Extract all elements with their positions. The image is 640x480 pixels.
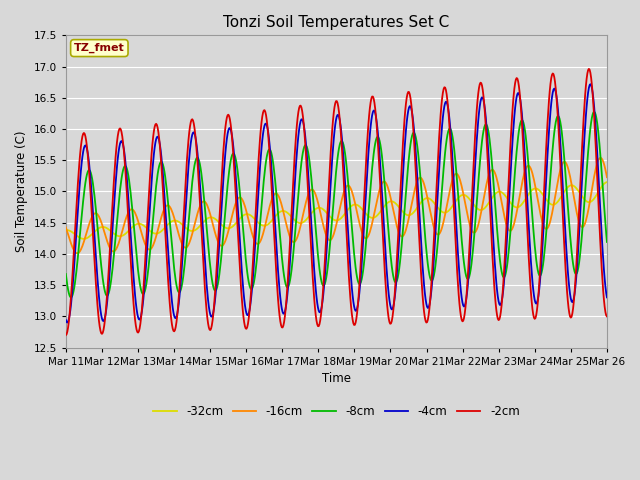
-8cm [67, 295, 75, 300]
-16cm [596, 155, 604, 161]
X-axis label: Time: Time [322, 372, 351, 385]
-2cm [585, 66, 593, 72]
-32cm [419, 198, 426, 204]
-8cm [62, 271, 70, 277]
Line: -4cm: -4cm [66, 84, 607, 323]
-4cm [128, 252, 136, 258]
-4cm [72, 230, 80, 236]
-8cm [403, 179, 411, 184]
-32cm [128, 225, 136, 230]
-2cm [603, 313, 611, 319]
-32cm [603, 179, 611, 185]
-32cm [403, 212, 411, 218]
-8cm [212, 288, 220, 294]
-8cm [590, 109, 598, 115]
-32cm [183, 226, 191, 232]
-2cm [62, 332, 70, 338]
Line: -2cm: -2cm [66, 69, 607, 335]
-4cm [212, 291, 220, 297]
-2cm [418, 282, 426, 288]
-16cm [74, 251, 81, 256]
-32cm [80, 236, 88, 242]
-16cm [403, 224, 411, 230]
-4cm [183, 184, 191, 190]
-8cm [603, 239, 611, 245]
-32cm [62, 228, 70, 233]
Line: -8cm: -8cm [66, 112, 607, 298]
-8cm [419, 202, 426, 207]
-4cm [403, 119, 411, 125]
-8cm [183, 237, 191, 242]
-32cm [212, 216, 220, 222]
-16cm [419, 177, 426, 183]
-16cm [212, 232, 220, 238]
Title: Tonzi Soil Temperatures Set C: Tonzi Soil Temperatures Set C [223, 15, 449, 30]
-2cm [402, 100, 410, 106]
-16cm [183, 244, 191, 250]
-8cm [72, 269, 80, 275]
-4cm [63, 320, 71, 325]
-16cm [62, 225, 70, 230]
-4cm [62, 317, 70, 323]
Y-axis label: Soil Temperature (C): Soil Temperature (C) [15, 131, 28, 252]
-16cm [128, 206, 136, 212]
-8cm [128, 204, 136, 210]
Line: -32cm: -32cm [66, 182, 607, 239]
-4cm [603, 295, 611, 300]
-2cm [182, 167, 190, 173]
Text: TZ_fmet: TZ_fmet [74, 43, 125, 53]
-4cm [419, 263, 426, 269]
Legend: -32cm, -16cm, -8cm, -4cm, -2cm: -32cm, -16cm, -8cm, -4cm, -2cm [148, 400, 524, 423]
-16cm [603, 174, 611, 180]
-4cm [586, 81, 594, 87]
-2cm [127, 268, 135, 274]
-32cm [72, 232, 79, 238]
-16cm [72, 250, 79, 255]
Line: -16cm: -16cm [66, 158, 607, 253]
-2cm [72, 218, 79, 224]
-2cm [211, 293, 219, 299]
